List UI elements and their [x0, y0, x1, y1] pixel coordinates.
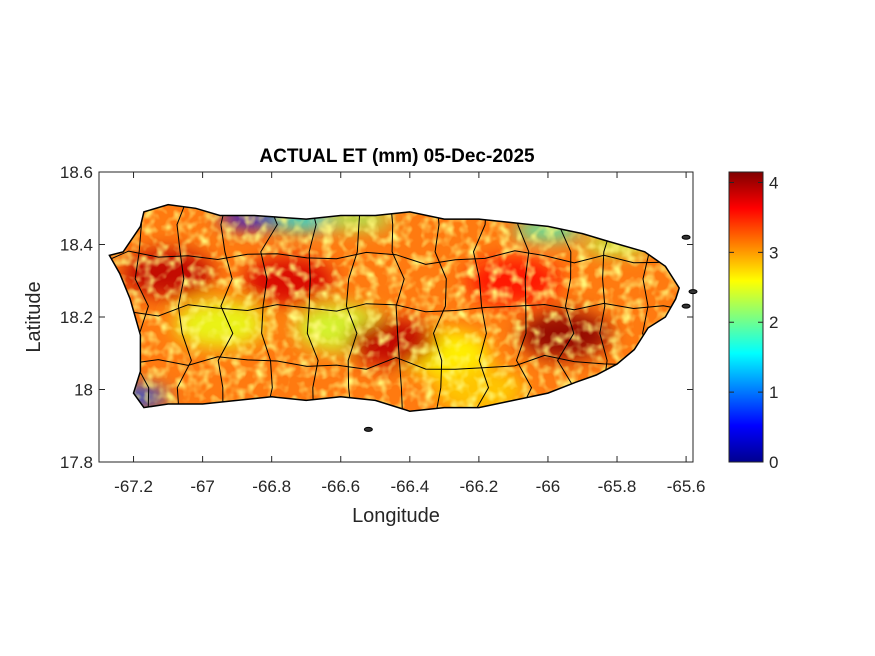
boundary-line [133, 204, 150, 412]
boundary-line [557, 204, 575, 412]
x-tick-label: -65.6 [667, 477, 706, 496]
islet [681, 234, 691, 240]
colorbar-tick-label: 0 [769, 453, 778, 472]
boundary-line [217, 204, 234, 412]
y-axis: 17.8 18 18.2 18.4 18.6 [60, 163, 693, 472]
x-tick-label: -66.6 [321, 477, 360, 496]
boundary-line [109, 250, 680, 265]
boundary-line [345, 204, 362, 412]
y-tick-label: 18.4 [60, 236, 93, 255]
small-islets [363, 234, 698, 432]
x-axis-label: Longitude [352, 505, 440, 527]
x-tick-label: -65.8 [598, 477, 637, 496]
boundary-line [260, 204, 278, 412]
municipality-boundaries [109, 204, 680, 412]
x-tick-label: -66 [536, 477, 561, 496]
x-tick-label: -67.2 [114, 477, 153, 496]
colorbar-ticks: 0 1 2 3 4 [729, 173, 778, 472]
islet [363, 426, 373, 432]
island-outline [108, 203, 681, 412]
colorbar-tick-label: 3 [769, 243, 778, 262]
y-tick-label: 18.2 [60, 308, 93, 327]
boundary-line [176, 204, 192, 412]
y-axis-label: Latitude [23, 281, 45, 352]
boundary-line [306, 204, 319, 412]
colorbar-tick-label: 1 [769, 383, 778, 402]
y-tick-label: 17.8 [60, 453, 93, 472]
colorbar: 0 1 2 3 4 [728, 171, 778, 472]
islet [688, 289, 698, 295]
y-tick-label: 18.6 [60, 163, 93, 182]
x-axis: -67.2 -67 -66.8 -66.6 -66.4 -66.2 -66 -65.8 -65.… [114, 172, 705, 496]
islet [681, 303, 691, 309]
x-tick-label: -66.4 [390, 477, 429, 496]
x-tick-label: -67 [190, 477, 215, 496]
colorbar-tick-label: 2 [769, 313, 778, 332]
map-title: ACTUAL ET (mm) 05-Dec-2025 [259, 146, 535, 167]
colorbar-tick-label: 4 [769, 173, 778, 192]
boundary-line [472, 204, 490, 412]
boundary-line [389, 204, 405, 412]
x-tick-label: -66.2 [460, 477, 499, 496]
colorbar-gradient [728, 171, 764, 463]
boundary-line [109, 302, 680, 317]
boundary-line [432, 204, 447, 412]
x-tick-label: -66.8 [252, 477, 291, 496]
y-tick-label: 18 [74, 381, 93, 400]
boundary-line [109, 354, 680, 370]
